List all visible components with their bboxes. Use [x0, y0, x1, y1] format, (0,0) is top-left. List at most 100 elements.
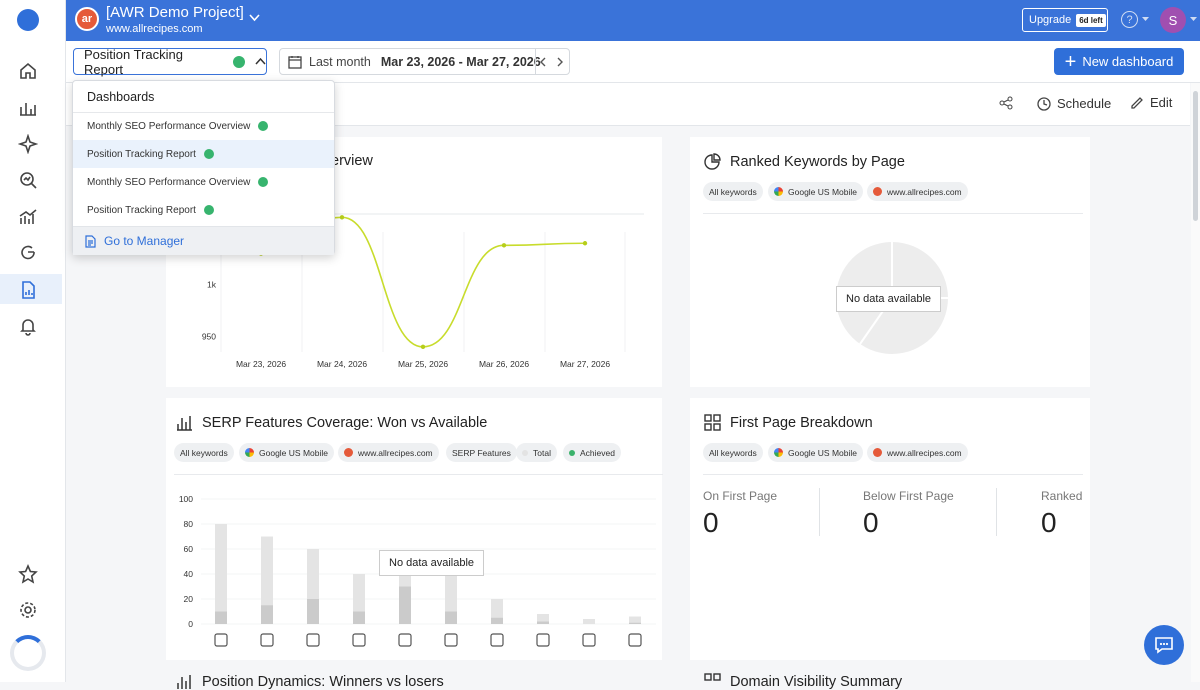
- share-icon[interactable]: [999, 96, 1013, 110]
- chat-button[interactable]: [1144, 625, 1184, 665]
- no-data-label: No data available: [379, 550, 485, 576]
- serp-features-card: SERP Features Coverage: Won vs Available…: [166, 398, 663, 660]
- project-title[interactable]: [AWR Demo Project]: [106, 4, 244, 21]
- bar-total: [261, 536, 273, 624]
- globe-icon: [258, 121, 269, 131]
- data-point: [501, 243, 507, 248]
- dropdown-item[interactable]: Monthly SEO Performance Overview: [73, 112, 334, 140]
- y-tick-label: 100: [179, 494, 193, 504]
- go-to-manager-link[interactable]: Go to Manager: [73, 226, 334, 255]
- site-icon: [344, 448, 353, 457]
- serp-feature-icon: [536, 633, 550, 647]
- y-tick-label: 950: [202, 331, 216, 341]
- date-preset: Last month: [309, 54, 371, 69]
- chip-label: Achieved: [580, 447, 615, 458]
- schedule-label: Schedule: [1057, 96, 1112, 111]
- bar-achieved: [537, 621, 549, 624]
- bar-achieved: [353, 611, 365, 624]
- card-title-row: First Page Breakdown: [704, 414, 873, 431]
- legend-chip[interactable]: Achieved: [563, 443, 621, 462]
- sparkle-icon[interactable]: [17, 133, 39, 155]
- prev-date-icon[interactable]: [539, 57, 547, 67]
- dropdown-item-label: Position Tracking Report: [87, 148, 196, 160]
- date-range: Mar 23, 2026 - Mar 27, 2026: [380, 54, 541, 69]
- filter-chip[interactable]: www.allrecipes.com: [867, 443, 968, 462]
- stat-value: 0: [863, 507, 879, 538]
- serp-feature-icon: [444, 633, 458, 647]
- trend-chart-icon[interactable]: [17, 206, 39, 228]
- edit-button[interactable]: Edit: [1130, 95, 1172, 110]
- filter-chip[interactable]: www.allrecipes.com: [338, 443, 439, 462]
- filter-chip[interactable]: Google US Mobile: [768, 443, 863, 462]
- bar-achieved: [215, 611, 227, 624]
- filter-chip[interactable]: All keywords: [703, 443, 763, 462]
- stat-label: Ranked: [1041, 489, 1083, 503]
- avatar[interactable]: S: [1160, 7, 1186, 33]
- no-data-label: No data available: [836, 286, 942, 312]
- x-tick-label: Mar 27, 2026: [560, 359, 610, 369]
- globe-icon: [233, 55, 246, 68]
- pencil-icon: [1131, 96, 1143, 109]
- new-dashboard-button[interactable]: + New dashboard: [1054, 48, 1184, 75]
- top-bar: ar [AWR Demo Project] www.allrecipes.com…: [66, 0, 1200, 41]
- bar-achieved: [307, 599, 319, 624]
- bell-icon[interactable]: [17, 315, 39, 337]
- report-icon[interactable]: [17, 279, 39, 301]
- bar-total: [583, 619, 595, 624]
- avatar-chevron-icon[interactable]: [1190, 17, 1197, 22]
- chip-label: Google US Mobile: [788, 447, 857, 458]
- card-title-row: Ranked Keywords by Page: [704, 153, 905, 170]
- y-tick-label: 40: [184, 569, 194, 579]
- chip-label: www.allrecipes.com: [887, 447, 962, 458]
- filter-chip[interactable]: All keywords: [174, 443, 234, 462]
- upgrade-button[interactable]: Upgrade 6d left: [1022, 8, 1108, 32]
- google-icon[interactable]: [17, 242, 39, 264]
- home-icon[interactable]: [17, 60, 39, 82]
- next-date-icon[interactable]: [556, 57, 564, 67]
- dropdown-item[interactable]: Monthly SEO Performance Overview: [73, 168, 334, 196]
- grid-icon: [704, 414, 721, 431]
- stat-label: Below First Page: [863, 489, 954, 503]
- bar-chart-icon[interactable]: [17, 97, 39, 119]
- filter-chip[interactable]: Google US Mobile: [239, 443, 334, 462]
- legend-chip[interactable]: Total: [516, 443, 557, 462]
- scrollbar[interactable]: [1191, 83, 1200, 682]
- help-chevron-icon[interactable]: [1142, 17, 1149, 22]
- left-rail: [0, 0, 66, 682]
- dropdown-item-selected[interactable]: Position Tracking Report: [73, 140, 334, 168]
- dropdown-item[interactable]: Position Tracking Report: [73, 196, 334, 224]
- y-tick-label: 80: [184, 519, 194, 529]
- card-title: erview: [331, 153, 373, 169]
- filter-chip[interactable]: All keywords: [703, 182, 763, 201]
- data-point: [420, 344, 426, 350]
- star-icon[interactable]: [17, 563, 39, 585]
- date-range-picker[interactable]: Last month Mar 23, 2026 - Mar 27, 2026: [279, 48, 570, 75]
- filter-chip[interactable]: Google US Mobile: [768, 182, 863, 201]
- clock-icon: [1037, 96, 1051, 111]
- globe-icon: [258, 177, 269, 187]
- x-tick-label: Mar 25, 2026: [398, 359, 448, 369]
- schedule-button[interactable]: Schedule: [1037, 96, 1111, 111]
- globe-icon: [203, 205, 214, 215]
- first-page-breakdown-card: First Page Breakdown All keywords Google…: [690, 398, 1090, 660]
- edit-label: Edit: [1150, 95, 1173, 110]
- app-logo[interactable]: [17, 9, 39, 31]
- achieved-swatch: [569, 449, 575, 456]
- filter-chip[interactable]: www.allrecipes.com: [867, 182, 968, 201]
- bar-achieved: [399, 586, 411, 624]
- gear-icon[interactable]: [17, 599, 39, 621]
- chevron-down-icon[interactable]: [249, 14, 260, 22]
- stat-value: 0: [703, 507, 719, 538]
- search-analytics-icon[interactable]: [17, 169, 39, 191]
- firstpage-title: First Page Breakdown: [730, 414, 873, 431]
- help-icon[interactable]: ?: [1121, 11, 1138, 28]
- globe-icon: [203, 149, 214, 159]
- scrollbar-thumb[interactable]: [1193, 91, 1198, 221]
- plus-icon: +: [1064, 50, 1077, 73]
- report-select[interactable]: Position Tracking Report: [73, 47, 267, 77]
- calendar-icon: [288, 55, 302, 69]
- serp-title: SERP Features Coverage: Won vs Available: [202, 414, 488, 431]
- filter-chip[interactable]: SERP Features: [446, 443, 517, 462]
- project-logo: ar: [75, 7, 99, 31]
- y-tick-label: 0: [188, 619, 193, 629]
